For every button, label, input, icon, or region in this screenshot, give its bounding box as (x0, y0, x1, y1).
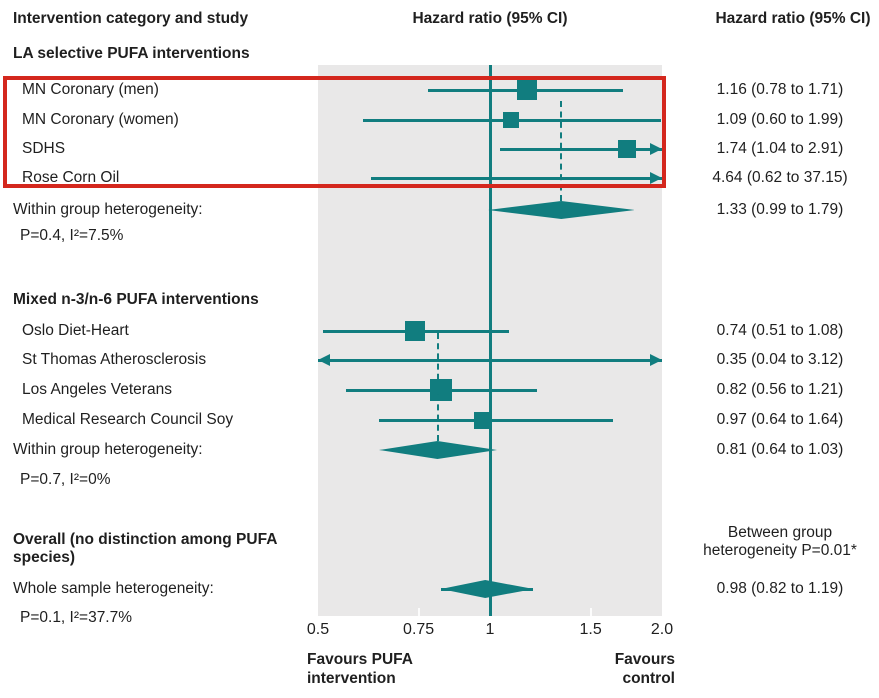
highlight-box (3, 76, 666, 188)
ci-arrow-right (650, 354, 662, 366)
group-summary-diamond (379, 441, 498, 459)
x-tick-label: 1 (485, 621, 495, 638)
overall-summary-ci-value: 0.98 (0.82 to 1.19) (716, 580, 844, 597)
summary-ci-value: 1.33 (0.99 to 1.79) (716, 201, 844, 218)
ci-arrow-right (650, 172, 662, 184)
x-tick-mark (589, 608, 592, 616)
study-ci-value: 0.97 (0.64 to 1.64) (716, 411, 844, 428)
study-ci-value: 4.64 (0.62 to 37.15) (712, 169, 848, 186)
overall-header: Overall (no distinction among PUFA speci… (13, 531, 277, 566)
study-ci-value: 1.16 (0.78 to 1.71) (716, 81, 844, 98)
summary-label: Within group heterogeneity: (13, 441, 203, 458)
between-group-note-line1: Between group (727, 524, 833, 541)
favours-left-line1: Favours PUFA (307, 651, 413, 668)
overall-summary-diamond (440, 580, 534, 598)
group-summary-diamond (487, 201, 635, 219)
ci-arrow-right (650, 143, 662, 155)
x-tick-label: 0.75 (403, 621, 435, 638)
hr-marker (516, 80, 537, 100)
study-ci-value: 0.82 (0.56 to 1.21) (716, 381, 844, 398)
column-header-values: Hazard ratio (95% CI) (715, 10, 871, 27)
favours-left-line2: intervention (307, 670, 396, 687)
ci-line (371, 176, 662, 180)
summary-ci-value: 0.81 (0.64 to 1.03) (716, 441, 844, 458)
ci-line (379, 418, 613, 422)
favours-right-line1: Favours (614, 651, 675, 668)
study-label: Medical Research Council Soy (22, 411, 234, 428)
hr-marker (429, 379, 452, 401)
overall-summary-label: Whole sample heterogeneity: (13, 580, 214, 597)
study-ci-value: 1.09 (0.60 to 1.99) (716, 111, 844, 128)
summary-dashed-line (436, 333, 439, 441)
x-tick-label: 0.5 (306, 621, 330, 638)
group-header: Mixed n-3/n-6 PUFA interventions (13, 291, 259, 308)
favours-right-line2: control (622, 670, 675, 687)
study-label: Los Angeles Veterans (22, 381, 172, 398)
ci-arrow-left (318, 354, 330, 366)
summary-dashed-line (559, 101, 562, 201)
hr-marker (473, 411, 491, 429)
overall-heterogeneity-stats: P=0.1, I²=37.7% (20, 609, 133, 626)
study-ci-value: 0.74 (0.51 to 1.08) (716, 322, 844, 339)
hr-marker (618, 140, 637, 158)
hr-marker (405, 321, 426, 341)
ci-line (499, 147, 662, 151)
ci-line (318, 358, 662, 362)
study-label: St Thomas Atherosclerosis (22, 351, 207, 368)
column-header-plot: Hazard ratio (95% CI) (412, 10, 568, 27)
hr-marker (503, 112, 520, 128)
x-tick-label: 1.5 (579, 621, 602, 638)
x-tick-label: 2.0 (650, 621, 674, 638)
heterogeneity-stats: P=0.4, I²=7.5% (20, 227, 124, 244)
favours-right-label: Favours control (455, 650, 675, 688)
study-label: Oslo Diet-Heart (22, 322, 129, 339)
study-ci-value: 1.74 (1.04 to 2.91) (716, 140, 844, 157)
study-label: MN Coronary (women) (22, 111, 179, 128)
group-header: LA selective PUFA interventions (13, 45, 250, 62)
reference-line (489, 65, 492, 616)
study-label: Rose Corn Oil (22, 169, 120, 186)
between-group-note: Between group heterogeneity P=0.01* (703, 524, 857, 560)
between-group-note-line2: heterogeneity P=0.01* (703, 542, 857, 559)
x-tick-mark (417, 608, 420, 616)
study-label: MN Coronary (men) (22, 81, 159, 98)
favours-left-label: Favours PUFA intervention (307, 650, 413, 688)
study-ci-value: 0.35 (0.04 to 3.12) (716, 351, 844, 368)
summary-label: Within group heterogeneity: (13, 201, 203, 218)
study-label: SDHS (22, 140, 66, 157)
heterogeneity-stats: P=0.7, I²=0% (20, 471, 111, 488)
column-header-study: Intervention category and study (13, 10, 249, 27)
